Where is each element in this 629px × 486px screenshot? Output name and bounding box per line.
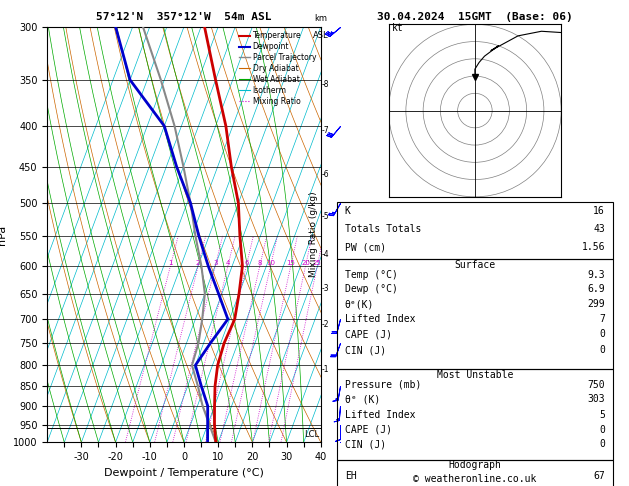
Text: -2: -2: [322, 320, 330, 329]
Text: ASL: ASL: [313, 31, 328, 40]
Text: © weatheronline.co.uk: © weatheronline.co.uk: [413, 473, 537, 484]
Text: kt: kt: [392, 23, 404, 33]
Text: 303: 303: [587, 395, 605, 404]
Text: CAPE (J): CAPE (J): [345, 330, 392, 339]
Text: -8: -8: [322, 80, 330, 89]
Text: 1: 1: [168, 260, 173, 266]
Text: CIN (J): CIN (J): [345, 439, 386, 450]
Text: -3: -3: [322, 284, 330, 293]
Text: -1: -1: [322, 365, 330, 374]
Text: -5: -5: [322, 212, 330, 221]
Text: 43: 43: [593, 224, 605, 234]
Text: km: km: [314, 14, 327, 22]
X-axis label: Dewpoint / Temperature (°C): Dewpoint / Temperature (°C): [104, 468, 264, 478]
Text: 8: 8: [257, 260, 262, 266]
Text: Totals Totals: Totals Totals: [345, 224, 421, 234]
Bar: [337, 260, 613, 369]
Text: -4: -4: [322, 250, 330, 259]
Text: 30.04.2024  15GMT  (Base: 06): 30.04.2024 15GMT (Base: 06): [377, 12, 573, 22]
Text: 4: 4: [226, 260, 230, 266]
Text: Temp (°C): Temp (°C): [345, 270, 398, 280]
Text: CAPE (J): CAPE (J): [345, 425, 392, 434]
Text: 10: 10: [266, 260, 275, 266]
Text: 299: 299: [587, 299, 605, 309]
Text: 2: 2: [196, 260, 200, 266]
Text: 6.9: 6.9: [587, 284, 605, 294]
Text: Mixing Ratio (g/kg): Mixing Ratio (g/kg): [309, 191, 318, 278]
Text: Lifted Index: Lifted Index: [345, 314, 415, 324]
Text: 67: 67: [593, 471, 605, 481]
Text: 1.56: 1.56: [581, 243, 605, 252]
Text: 25: 25: [313, 260, 321, 266]
Text: 0: 0: [599, 330, 605, 339]
Text: -7: -7: [322, 126, 330, 135]
Text: Lifted Index: Lifted Index: [345, 410, 415, 420]
Text: 57°12'N  357°12'W  54m ASL: 57°12'N 357°12'W 54m ASL: [96, 12, 272, 22]
Text: 16: 16: [593, 206, 605, 216]
Text: θᵉ(K): θᵉ(K): [345, 299, 374, 309]
Text: -6: -6: [322, 170, 330, 179]
Text: EH: EH: [345, 471, 357, 481]
Text: PW (cm): PW (cm): [345, 243, 386, 252]
Text: θᵉ (K): θᵉ (K): [345, 395, 380, 404]
Text: 6: 6: [244, 260, 248, 266]
Text: CIN (J): CIN (J): [345, 345, 386, 355]
Legend: Temperature, Dewpoint, Parcel Trajectory, Dry Adiabat, Wet Adiabat, Isotherm, Mi: Temperature, Dewpoint, Parcel Trajectory…: [238, 31, 317, 106]
Bar: [337, 460, 613, 486]
Text: Pressure (mb): Pressure (mb): [345, 380, 421, 390]
Text: 20: 20: [301, 260, 310, 266]
Text: Most Unstable: Most Unstable: [437, 370, 513, 380]
Bar: [337, 202, 613, 260]
Text: LCL: LCL: [304, 430, 319, 439]
Text: 0: 0: [599, 345, 605, 355]
Text: 9.3: 9.3: [587, 270, 605, 280]
Text: Hodograph: Hodograph: [448, 460, 501, 470]
Text: 3: 3: [213, 260, 218, 266]
Text: 750: 750: [587, 380, 605, 390]
Bar: [337, 369, 613, 460]
Text: Dewp (°C): Dewp (°C): [345, 284, 398, 294]
Text: 7: 7: [599, 314, 605, 324]
Text: 0: 0: [599, 425, 605, 434]
Text: 0: 0: [599, 439, 605, 450]
Text: 15: 15: [286, 260, 295, 266]
Y-axis label: hPa: hPa: [0, 225, 8, 244]
Text: K: K: [345, 206, 351, 216]
Text: Surface: Surface: [454, 260, 496, 270]
Text: 5: 5: [599, 410, 605, 420]
